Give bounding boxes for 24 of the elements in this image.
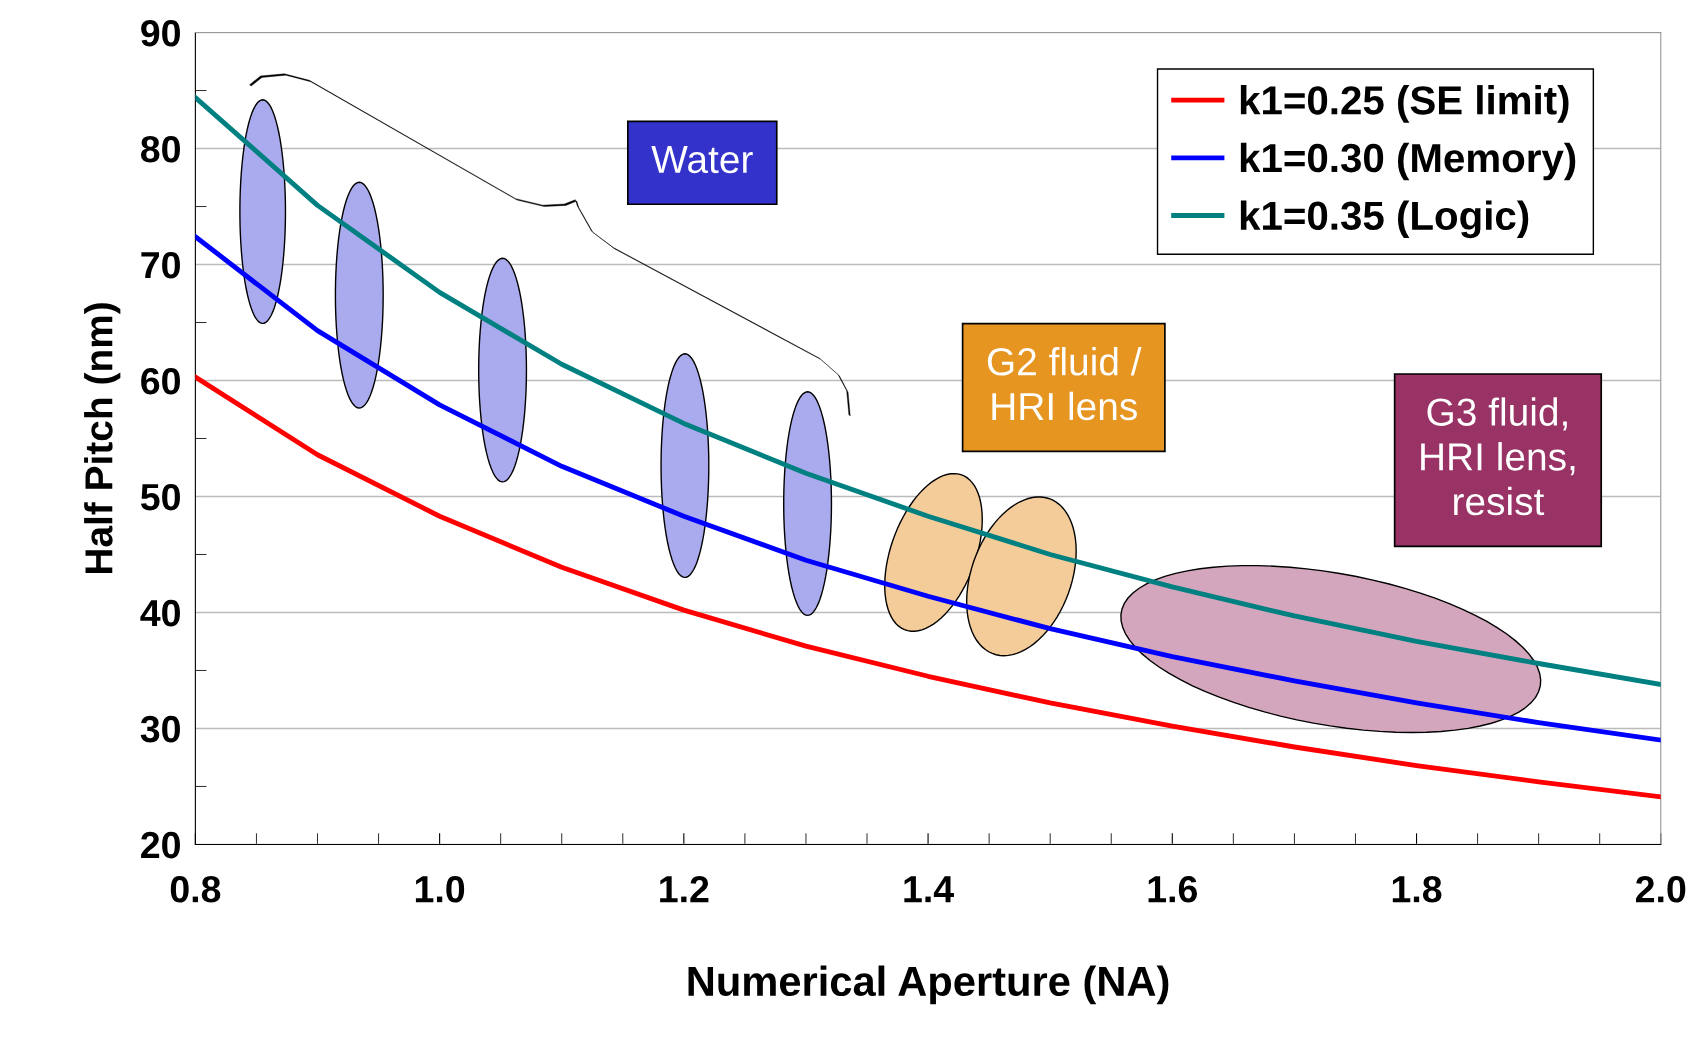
annotation: Water <box>651 146 753 174</box>
legend-label: k1=0.35 (Logic) <box>1240 200 1529 239</box>
y-tick-label: 90 <box>141 19 180 47</box>
x-tick-label: 1.6 <box>1148 875 1198 903</box>
x-tick-label: 1.0 <box>415 875 465 903</box>
legend-label: k1=0.30 (Memory) <box>1240 142 1576 181</box>
y-tick-label: 80 <box>140 135 180 163</box>
y-tick-label: 40 <box>140 599 180 627</box>
y-tick-label: 20 <box>141 831 180 859</box>
annotation: G2 fluid / HRI lens <box>987 347 1142 421</box>
x-tick-label: 2.0 <box>1635 875 1686 903</box>
y-tick-label: 30 <box>140 715 180 743</box>
x-tick-label: 0.8 <box>170 875 221 903</box>
y-axis-title: Half Pitch (nm) <box>84 303 121 574</box>
x-axis-title: Numerical Aperture (NA) <box>688 965 1169 1005</box>
x-tick-label: 1.4 <box>904 876 954 903</box>
legend-label: k1=0.25 (SE limit) <box>1240 85 1569 123</box>
y-tick-label: 70 <box>141 251 180 279</box>
x-tick-label: 1.2 <box>660 875 709 903</box>
y-tick-label: 50 <box>140 483 180 511</box>
line-series <box>195 374 1661 800</box>
x-tick-label: 1.8 <box>1392 875 1442 903</box>
y-tick-label: 60 <box>141 367 180 395</box>
annotation: G3 fluid, HRI lens, resist <box>1421 397 1575 516</box>
